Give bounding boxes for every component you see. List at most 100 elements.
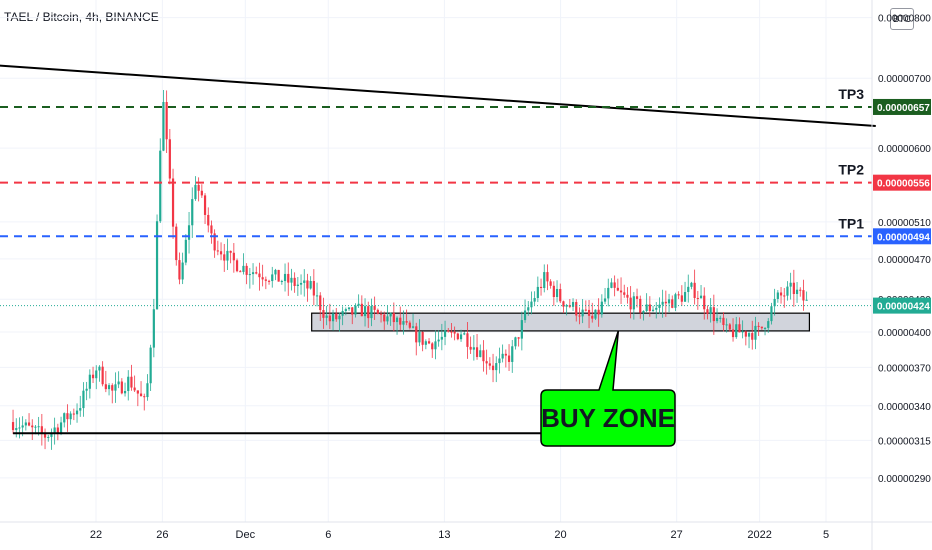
candle-body	[443, 330, 447, 337]
candle-body	[699, 295, 703, 299]
candle-body	[367, 306, 370, 319]
candle-body	[18, 427, 21, 429]
candle-body	[159, 150, 162, 222]
candle-body	[66, 413, 69, 420]
candle-body	[447, 330, 450, 332]
candle-body	[792, 282, 795, 295]
candle-body	[488, 363, 491, 366]
candle-body	[322, 310, 325, 318]
candle-body	[533, 298, 536, 302]
candles-layer	[11, 90, 808, 450]
candle-body	[63, 413, 66, 423]
candle-body	[72, 413, 75, 415]
descending-trendline	[0, 64, 876, 127]
candle-body	[34, 426, 37, 428]
candle-body	[504, 353, 507, 356]
candle-body	[309, 281, 312, 289]
candle-body	[418, 331, 421, 343]
candle-body	[207, 214, 210, 226]
candle-body	[293, 277, 296, 286]
candle-body	[379, 313, 383, 315]
candle-body	[395, 317, 399, 323]
candle-body	[274, 269, 277, 275]
time-tick-label: 2022	[747, 529, 771, 541]
candle-body	[495, 363, 498, 371]
candle-body	[344, 309, 347, 312]
candle-body	[168, 139, 171, 179]
candle-body	[181, 262, 184, 280]
candle-body	[43, 433, 47, 438]
candle-body	[283, 273, 287, 282]
candle-body	[91, 374, 95, 379]
candle-body	[594, 309, 597, 319]
candle-body	[520, 320, 523, 339]
candle-body	[610, 282, 613, 288]
candle-body	[165, 102, 168, 140]
candle-body	[335, 313, 338, 320]
candle-body	[546, 272, 549, 282]
time-tick-label: 22	[90, 529, 102, 541]
candle-body	[264, 279, 267, 281]
candle-body	[143, 396, 146, 398]
candle-body	[568, 305, 571, 307]
candle-body	[658, 304, 661, 308]
candle-body	[642, 310, 645, 313]
candle-body	[757, 325, 760, 327]
candle-body	[591, 315, 594, 319]
buy-zone-layer	[311, 312, 811, 332]
candle-body	[623, 292, 626, 295]
candle-body	[101, 366, 104, 385]
candle-body	[85, 388, 88, 391]
candle-body	[799, 289, 802, 291]
candle-body	[47, 436, 50, 438]
candle-body	[805, 299, 808, 301]
candle-body	[789, 282, 792, 287]
candle-body	[242, 265, 245, 272]
candle-body	[219, 251, 223, 255]
candle-body	[773, 298, 776, 307]
candle-body	[370, 306, 373, 319]
candle-body	[571, 302, 575, 307]
candle-body	[575, 302, 578, 316]
candle-body	[123, 391, 127, 394]
candle-body	[376, 309, 379, 314]
candle-body	[722, 317, 725, 326]
candle-body	[37, 426, 40, 428]
candle-body	[175, 226, 178, 261]
candle-body	[523, 310, 527, 321]
candle-body	[795, 289, 799, 295]
candle-body	[383, 314, 386, 322]
level-label-tp2: TP2	[838, 162, 864, 178]
candle-body	[680, 295, 683, 302]
candle-body	[213, 233, 216, 251]
candle-body	[338, 315, 341, 320]
candle-body	[15, 428, 18, 431]
candle-body	[530, 301, 533, 308]
price-tag-bg	[873, 174, 931, 191]
candle-body	[75, 410, 79, 415]
price-tag-label: 0.00000657	[877, 103, 930, 114]
candle-body	[635, 296, 639, 299]
candle-body	[373, 306, 376, 310]
levels-layer: TP3 TP2 TP1	[0, 64, 876, 435]
candle-body	[703, 295, 706, 310]
time-tick-label: 26	[156, 529, 168, 541]
candle-body	[459, 334, 463, 340]
candle-body	[354, 305, 357, 315]
candle-body	[271, 274, 274, 282]
candle-body	[527, 307, 530, 311]
candle-body	[200, 190, 203, 196]
price-tick-label: 0.00000600	[878, 144, 931, 155]
candle-body	[98, 366, 101, 371]
candle-body	[597, 309, 600, 315]
candle-body	[779, 292, 783, 296]
currency-badge[interactable]: BTC	[890, 8, 914, 30]
level-label-tp1: TP1	[838, 215, 864, 231]
candle-body	[139, 393, 143, 397]
candle-body	[677, 294, 680, 296]
candle-body	[149, 347, 152, 384]
candle-body	[191, 199, 194, 226]
candle-body	[245, 265, 248, 275]
candle-body	[136, 390, 139, 394]
